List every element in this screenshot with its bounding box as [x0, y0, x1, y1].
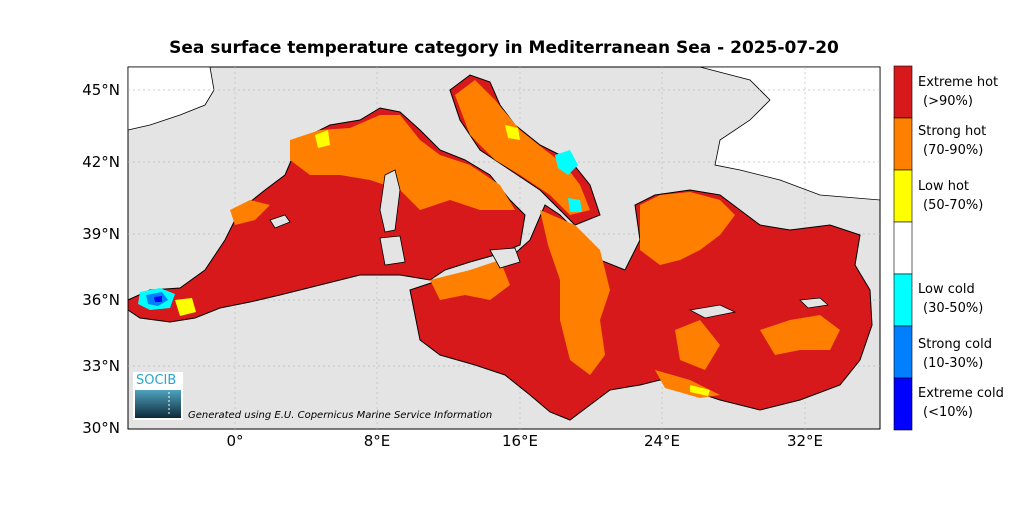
- socib-logo: [133, 372, 183, 420]
- atlantic-area: [127, 66, 215, 131]
- legend-colorbar: [893, 65, 913, 431]
- legend-swatch-strong-cold: [893, 325, 913, 379]
- legend-label-low-hot: Low hot (50-70%): [918, 177, 983, 215]
- legend-low-cold-name: Low cold: [918, 282, 975, 297]
- x-tick-8e: 8°E: [363, 432, 391, 450]
- y-tick-42n: 42°N: [82, 153, 120, 171]
- legend-strong-hot-name: Strong hot: [918, 124, 987, 139]
- black-sea-area: [699, 66, 881, 201]
- islands: [269, 169, 829, 319]
- y-tick-30n: 30°N: [82, 419, 120, 437]
- x-tick-0: 0°: [226, 432, 244, 450]
- x-tick-24e: 24°E: [643, 432, 681, 450]
- x-tick-16e: 16°E: [501, 432, 539, 450]
- legend-strong-cold-name: Strong cold: [918, 337, 992, 352]
- y-tick-36n: 36°N: [82, 291, 120, 309]
- legend-extreme-cold-range: (<10%): [923, 405, 973, 420]
- legend-extreme-hot-name: Extreme hot: [918, 75, 999, 90]
- low-hot-patches: [175, 125, 710, 396]
- cold-patches: [138, 150, 582, 310]
- legend-swatch-extreme-hot: [893, 65, 913, 119]
- legend-label-strong-hot: Strong hot (70-90%): [918, 122, 986, 160]
- y-tick-33n: 33°N: [82, 357, 120, 375]
- legend-label-low-cold: Low cold (30-50%): [918, 280, 983, 318]
- map-title: Sea surface temperature category in Medi…: [169, 38, 839, 58]
- legend-swatch-extreme-cold: [893, 377, 913, 431]
- y-tick-39n: 39°N: [82, 225, 120, 243]
- legend-swatch-low-cold: [893, 273, 913, 327]
- legend-swatch-strong-hot: [893, 117, 913, 171]
- y-tick-45n: 45°N: [82, 81, 120, 99]
- socib-logo-text: SOCIB: [136, 373, 177, 388]
- legend-strong-cold-range: (10-30%): [923, 356, 984, 371]
- legend-low-hot-range: (50-70%): [923, 198, 984, 213]
- legend-extreme-hot-range: (>90%): [923, 94, 973, 109]
- legend-swatch-low-hot: [893, 169, 913, 223]
- legend-extreme-cold-name: Extreme cold: [918, 386, 1004, 401]
- legend-swatch-neutral: [893, 221, 913, 275]
- legend-label-extreme-cold: Extreme cold (<10%): [918, 384, 1004, 422]
- legend-strong-hot-range: (70-90%): [923, 143, 984, 158]
- legend-label-strong-cold: Strong cold (10-30%): [918, 335, 992, 373]
- legend-low-cold-range: (30-50%): [923, 301, 984, 316]
- legend-low-hot-name: Low hot: [918, 179, 970, 194]
- x-tick-32e: 32°E: [786, 432, 824, 450]
- copernicus-credit: Generated using E.U. Copernicus Marine S…: [188, 410, 493, 421]
- legend-label-extreme-hot: Extreme hot (>90%): [918, 73, 998, 111]
